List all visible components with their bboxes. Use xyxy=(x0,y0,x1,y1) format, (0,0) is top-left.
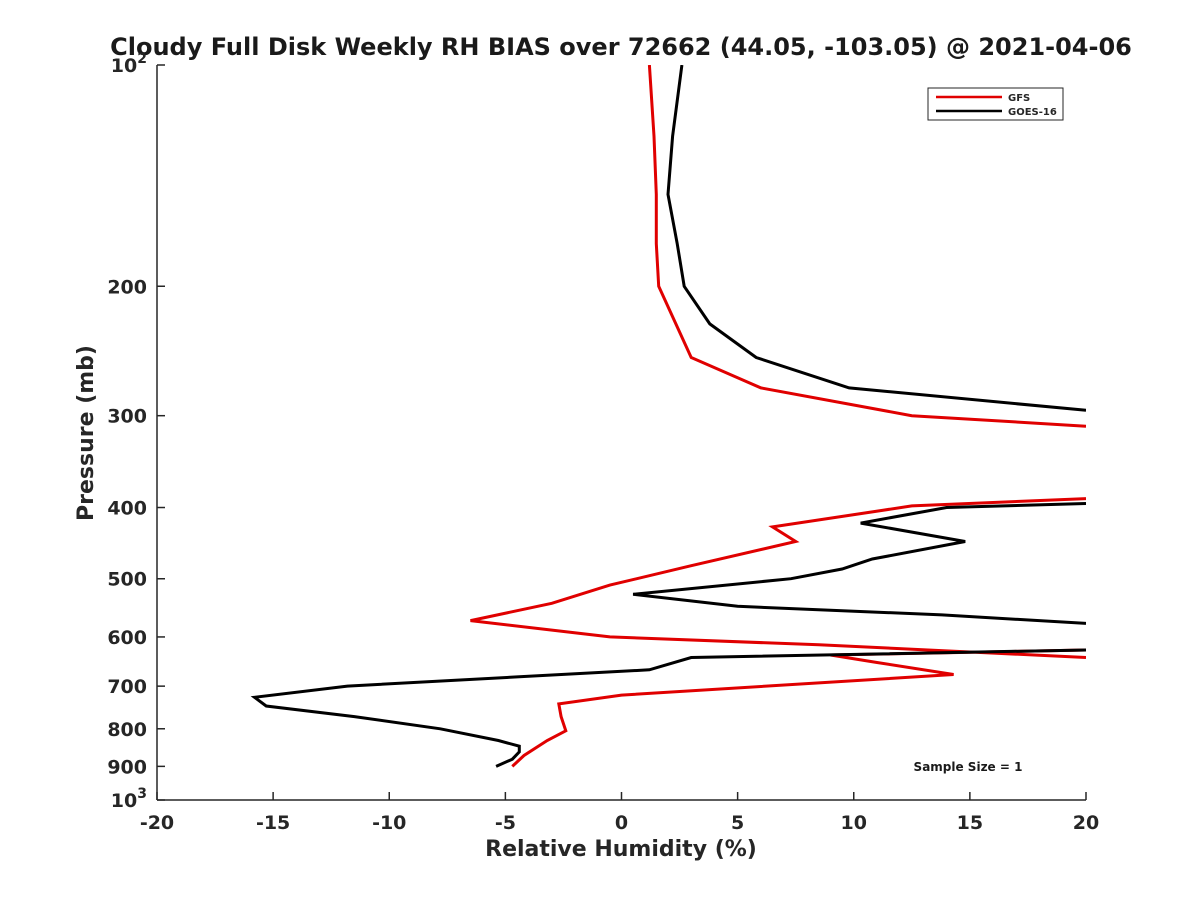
x-axis-label: Relative Humidity (%) xyxy=(485,837,757,862)
series-line-gfs xyxy=(470,65,1086,768)
y-tick-label-base: 300 xyxy=(107,406,147,428)
x-tick-label: -5 xyxy=(495,812,516,834)
y-tick-label: 900 xyxy=(107,756,147,778)
y-tick-label-base: 800 xyxy=(107,719,147,741)
sample-size-annotation: Sample Size = 1 xyxy=(914,760,1023,774)
y-tick-label-base: 900 xyxy=(107,756,147,778)
legend-label-gfs: GFS xyxy=(1008,93,1030,104)
x-tick-label: 5 xyxy=(731,812,744,834)
x-tick-label: 20 xyxy=(1073,812,1099,834)
y-tick-label: 300 xyxy=(107,406,147,428)
y-tick-label: 500 xyxy=(107,569,147,591)
x-tick-label: -20 xyxy=(140,812,174,834)
x-tick-label: -15 xyxy=(256,812,290,834)
y-tick-label: 700 xyxy=(107,676,147,698)
y-tick-label: 400 xyxy=(107,498,147,520)
y-tick-label-exponent: 2 xyxy=(137,51,147,67)
y-axis-label: Pressure (mb) xyxy=(74,345,99,521)
y-tick-label-exponent: 3 xyxy=(137,786,147,802)
y-tick-label: 600 xyxy=(107,627,147,649)
legend: GFS GOES-16 xyxy=(927,87,1064,121)
x-tick-label: 10 xyxy=(841,812,867,834)
series-layer xyxy=(250,65,1086,768)
x-ticks: -20 -15 -10 -5 0 5 10 15 20 xyxy=(140,792,1099,834)
chart-title: Cloudy Full Disk Weekly RH BIAS over 726… xyxy=(110,33,1132,61)
y-tick-label: 103 xyxy=(111,786,147,812)
y-tick-label-base: 10 xyxy=(111,55,137,77)
y-tick-label: 800 xyxy=(107,719,147,741)
y-tick-label: 102 xyxy=(111,51,147,77)
x-tick-label: 0 xyxy=(615,812,628,834)
legend-box xyxy=(927,87,1064,121)
y-tick-label-base: 500 xyxy=(107,569,147,591)
y-tick-label: 200 xyxy=(107,276,147,298)
series-line-goes-16 xyxy=(250,65,1086,768)
y-tick-label-base: 200 xyxy=(107,276,147,298)
y-tick-label-base: 400 xyxy=(107,498,147,520)
y-tick-label-base: 600 xyxy=(107,627,147,649)
x-tick-label: -10 xyxy=(372,812,406,834)
legend-label-goes-16: GOES-16 xyxy=(1008,107,1057,118)
y-tick-label-base: 10 xyxy=(111,790,137,812)
y-tick-label-base: 700 xyxy=(107,676,147,698)
x-tick-label: 15 xyxy=(957,812,983,834)
